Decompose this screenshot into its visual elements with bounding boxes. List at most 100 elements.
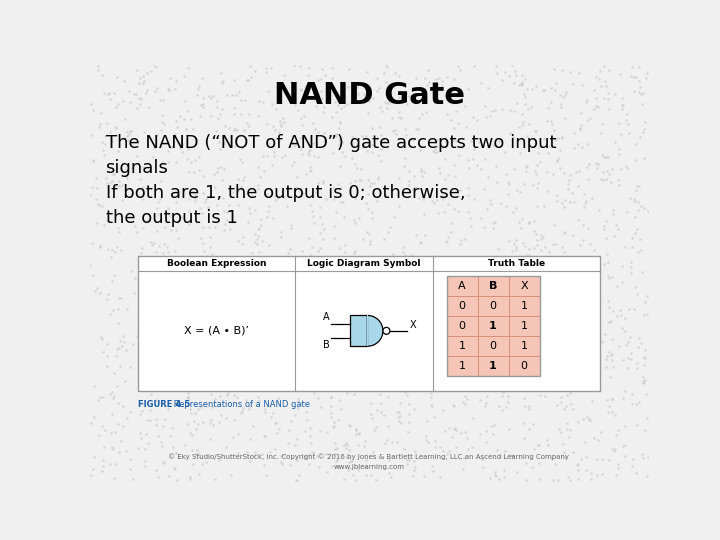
- Point: [443, 233, 454, 241]
- Point: [516, 121, 528, 130]
- Point: [544, 248, 555, 256]
- Point: [297, 246, 308, 255]
- Point: [408, 404, 420, 413]
- Point: [272, 276, 284, 285]
- Point: [359, 279, 371, 287]
- Point: [642, 414, 653, 422]
- Point: [588, 86, 600, 94]
- Point: [332, 327, 343, 336]
- Point: [560, 376, 572, 384]
- Point: [461, 330, 472, 339]
- Point: [379, 275, 391, 284]
- Point: [109, 182, 121, 191]
- Point: [366, 178, 377, 187]
- Point: [562, 348, 574, 356]
- Point: [639, 117, 651, 126]
- Point: [629, 72, 640, 81]
- Point: [520, 476, 531, 484]
- Point: [380, 292, 392, 301]
- Point: [606, 445, 618, 454]
- Point: [335, 198, 346, 207]
- Point: [125, 266, 137, 275]
- Point: [598, 62, 610, 71]
- Point: [573, 69, 585, 77]
- Point: [89, 381, 100, 390]
- Point: [269, 271, 280, 280]
- Point: [137, 79, 148, 88]
- Point: [140, 430, 152, 438]
- Point: [339, 151, 351, 160]
- Point: [580, 466, 592, 475]
- Point: [346, 457, 357, 465]
- Point: [441, 238, 453, 246]
- Point: [393, 87, 405, 96]
- Point: [281, 306, 292, 315]
- Point: [250, 448, 261, 456]
- Point: [351, 253, 362, 261]
- Point: [498, 465, 510, 474]
- Point: [142, 69, 153, 78]
- Point: [148, 144, 160, 153]
- Point: [98, 221, 109, 230]
- Point: [215, 318, 227, 326]
- Point: [329, 97, 341, 106]
- Point: [241, 448, 253, 456]
- Point: [286, 161, 297, 170]
- Point: [312, 451, 323, 460]
- Text: 1: 1: [459, 361, 466, 371]
- Point: [465, 222, 477, 231]
- Point: [530, 170, 541, 178]
- Point: [537, 357, 549, 366]
- Point: [245, 321, 256, 330]
- Point: [534, 143, 545, 151]
- Point: [108, 369, 120, 377]
- Point: [621, 110, 633, 119]
- Point: [555, 102, 567, 111]
- Point: [258, 152, 269, 160]
- Point: [84, 260, 96, 269]
- Point: [104, 390, 116, 399]
- Point: [522, 337, 534, 346]
- Point: [516, 110, 528, 118]
- Point: [519, 328, 531, 336]
- Point: [135, 410, 146, 418]
- Point: [114, 344, 125, 353]
- Point: [555, 393, 567, 402]
- Point: [503, 357, 514, 366]
- Point: [516, 338, 528, 347]
- Point: [590, 339, 601, 347]
- Point: [348, 246, 360, 255]
- Point: [338, 212, 350, 221]
- Point: [521, 280, 533, 288]
- Point: [364, 182, 375, 191]
- Point: [410, 231, 422, 239]
- Point: [157, 357, 168, 366]
- Text: X: X: [410, 320, 417, 330]
- Point: [260, 404, 271, 413]
- Point: [517, 81, 528, 90]
- Point: [158, 120, 169, 129]
- Point: [549, 221, 560, 230]
- Point: [495, 198, 507, 207]
- Point: [232, 200, 243, 209]
- Point: [92, 200, 104, 208]
- Point: [514, 187, 526, 196]
- Point: [600, 355, 611, 363]
- Point: [635, 90, 647, 98]
- Point: [253, 225, 264, 234]
- Point: [349, 177, 361, 185]
- Point: [430, 436, 441, 445]
- Point: [284, 426, 295, 435]
- Point: [194, 204, 206, 213]
- Point: [341, 339, 352, 348]
- Point: [264, 448, 276, 456]
- Point: [205, 389, 217, 398]
- Point: [498, 309, 510, 318]
- Point: [360, 131, 372, 140]
- Point: [115, 246, 127, 255]
- Point: [567, 231, 579, 239]
- Point: [261, 120, 273, 129]
- Point: [451, 335, 463, 344]
- Point: [471, 306, 482, 314]
- Point: [373, 84, 384, 93]
